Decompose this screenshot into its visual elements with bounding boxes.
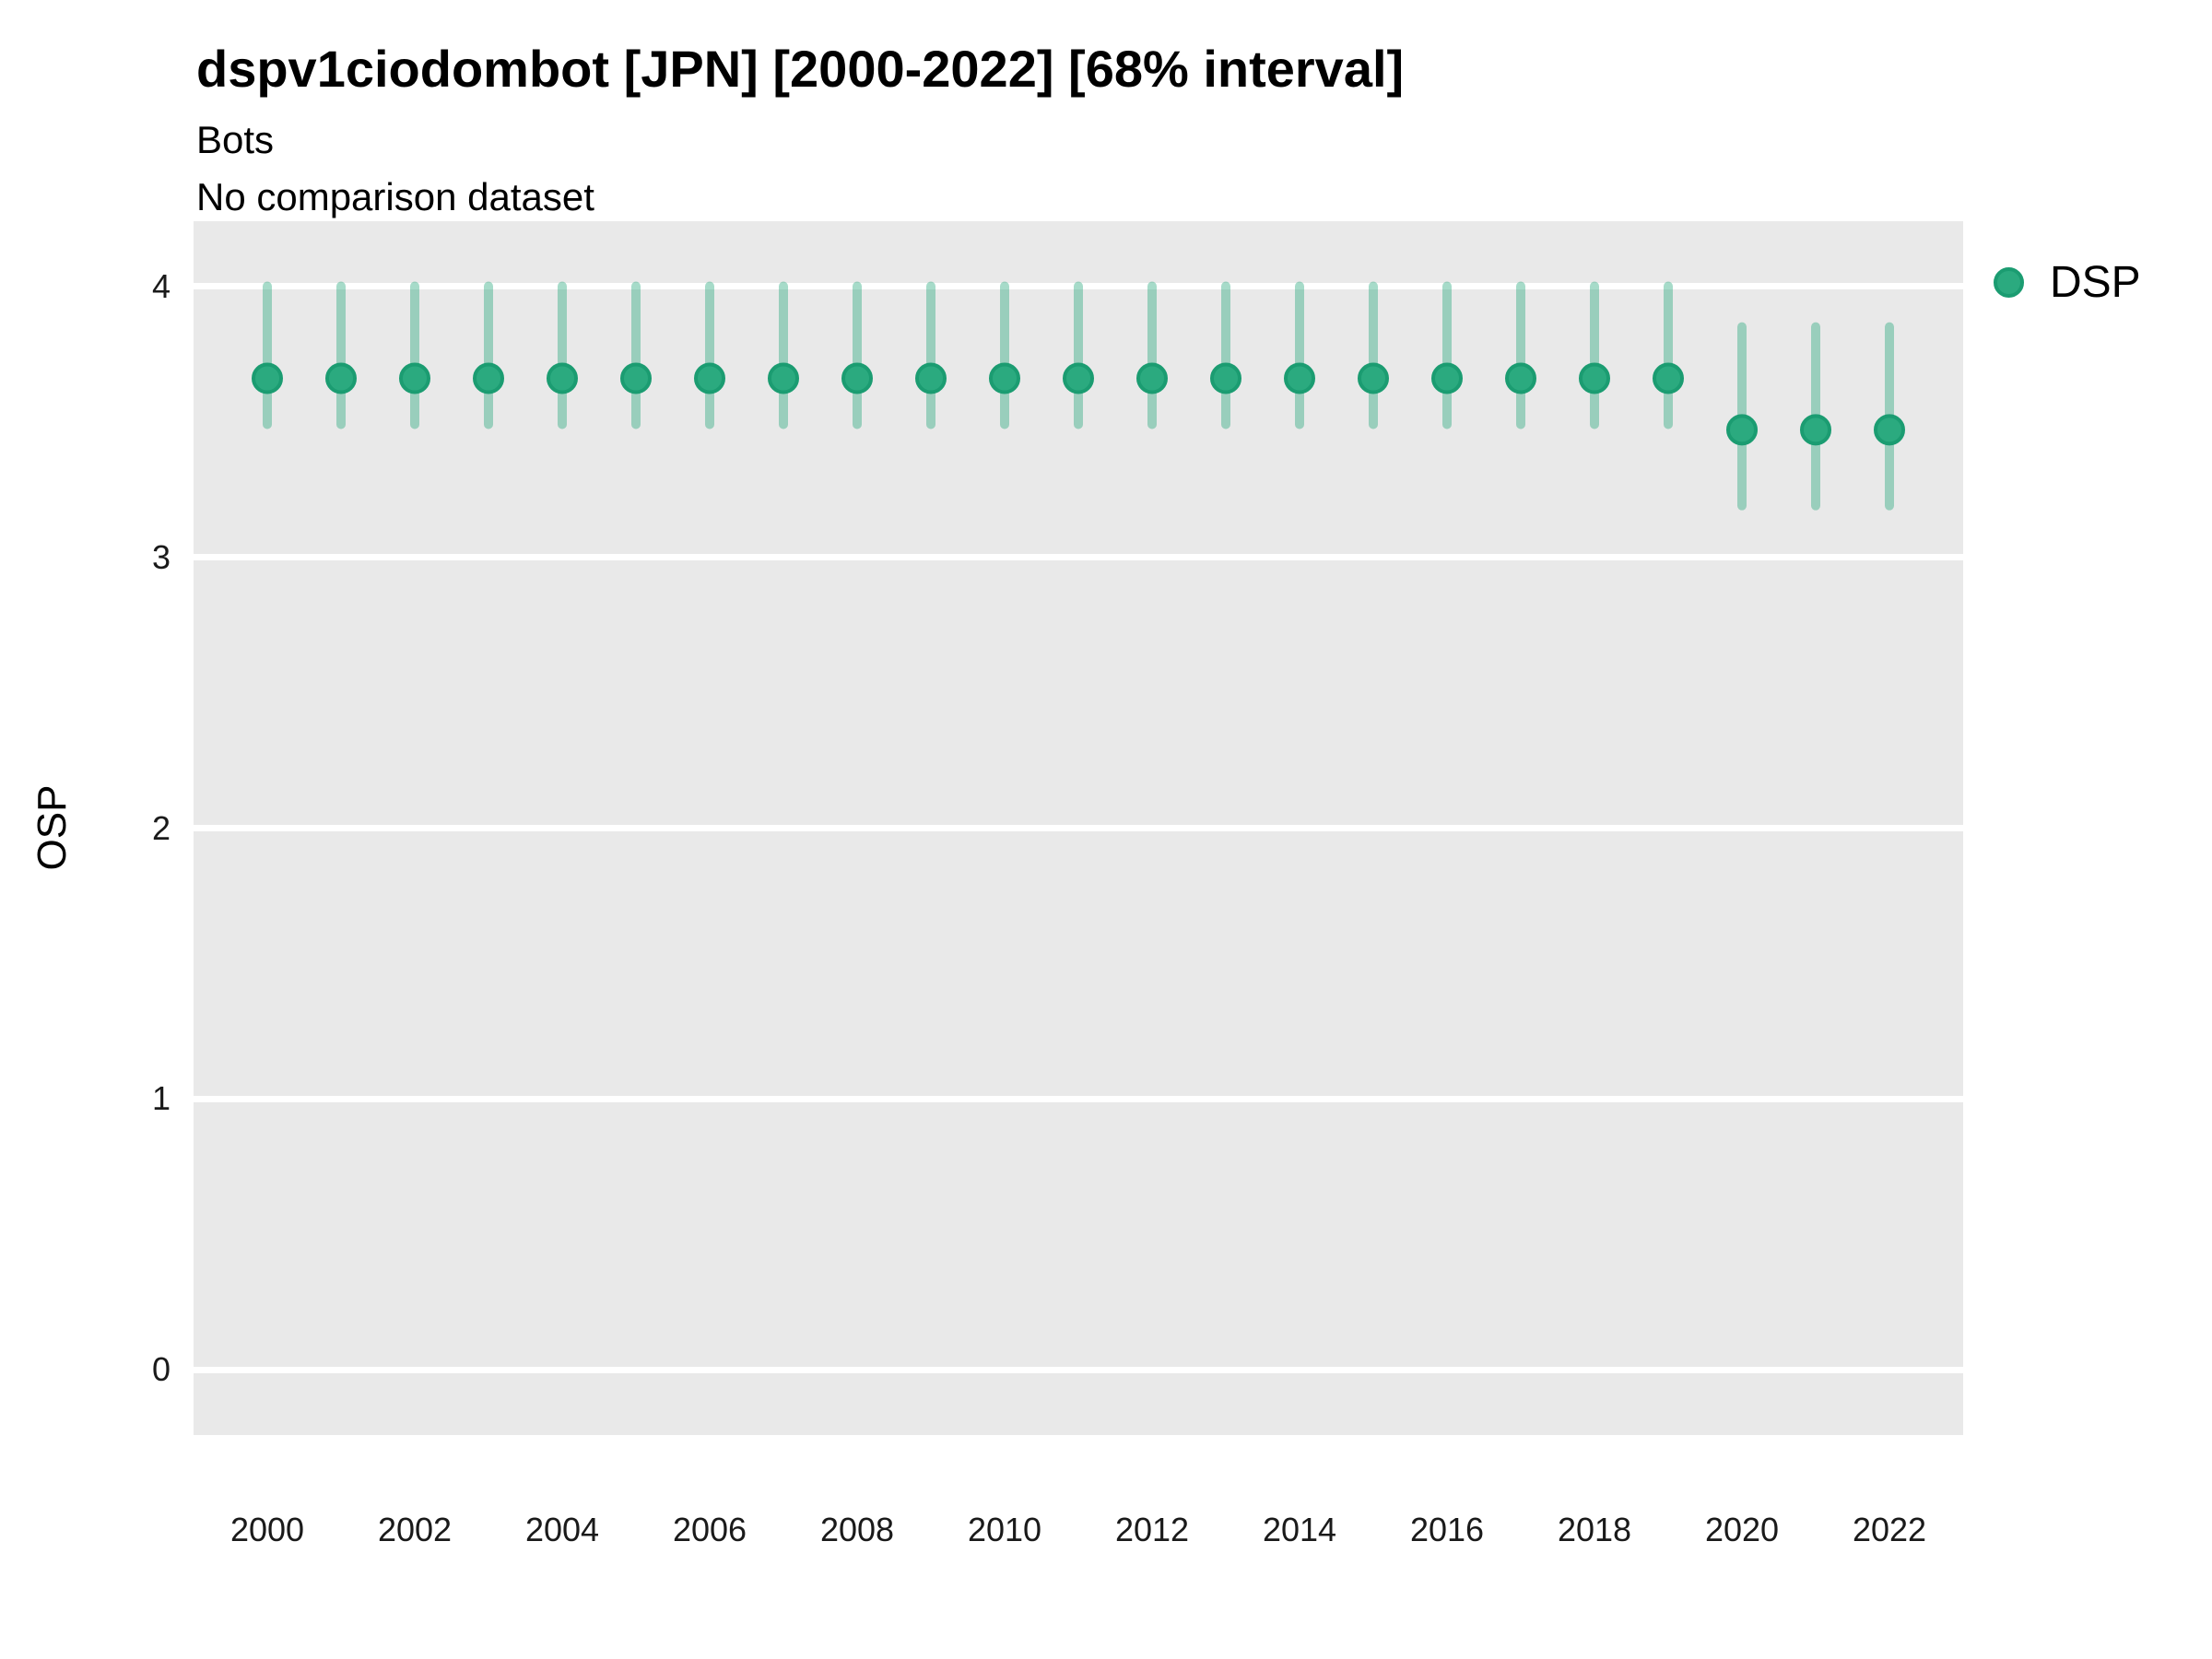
data-point-2005: [620, 362, 652, 394]
chart-title: dspv1ciodombot [JPN] [2000-2022] [68% in…: [196, 40, 1405, 98]
data-point-2017: [1505, 362, 1536, 394]
y-tick-label-0: 0: [151, 1350, 171, 1389]
data-point-2015: [1358, 362, 1389, 394]
data-point-2002: [399, 362, 430, 394]
chart-subtitle: Bots: [196, 118, 275, 161]
data-point-2004: [547, 362, 578, 394]
data-point-2020: [1726, 414, 1758, 446]
data-point-2000: [252, 362, 283, 394]
data-point-2013: [1210, 362, 1241, 394]
data-point-2011: [1063, 362, 1094, 394]
x-tick-label-2016: 2016: [1409, 1511, 1485, 1548]
data-point-2016: [1431, 362, 1463, 394]
data-point-2022: [1874, 414, 1905, 446]
legend-label: DSP: [2050, 258, 2141, 307]
x-tick-label-2012: 2012: [1114, 1511, 1190, 1548]
data-point-2003: [473, 362, 504, 394]
data-point-2018: [1579, 362, 1610, 394]
x-tick-label-2010: 2010: [967, 1511, 1042, 1548]
data-point-2014: [1284, 362, 1315, 394]
x-tick-label-2006: 2006: [672, 1511, 747, 1548]
data-point-2010: [989, 362, 1020, 394]
data-point-2008: [841, 362, 873, 394]
data-point-2012: [1136, 362, 1168, 394]
legend: DSP: [1994, 257, 2141, 308]
data-point-2007: [768, 362, 799, 394]
y-tick-label-1: 1: [151, 1079, 171, 1118]
x-tick-label-2004: 2004: [524, 1511, 600, 1548]
y-tick-label-4: 4: [151, 266, 171, 305]
x-tick-label-2018: 2018: [1557, 1511, 1632, 1548]
x-tick-label-2008: 2008: [819, 1511, 895, 1548]
x-tick-label-2002: 2002: [377, 1511, 453, 1548]
data-point-2006: [694, 362, 725, 394]
data-point-2019: [1653, 362, 1684, 394]
y-tick-label-2: 2: [151, 808, 171, 847]
y-tick-label-3: 3: [151, 537, 171, 576]
legend-point-icon: [1994, 267, 2024, 298]
data-point-2009: [915, 362, 947, 394]
x-tick-label-2020: 2020: [1704, 1511, 1780, 1548]
x-tick-label-2000: 2000: [229, 1511, 305, 1548]
x-tick-label-2022: 2022: [1852, 1511, 1927, 1548]
data-point-2021: [1800, 414, 1831, 446]
chart-subtitle-secondary: No comparison dataset: [196, 175, 594, 218]
x-tick-label-2014: 2014: [1262, 1511, 1337, 1548]
data-point-2001: [325, 362, 357, 394]
